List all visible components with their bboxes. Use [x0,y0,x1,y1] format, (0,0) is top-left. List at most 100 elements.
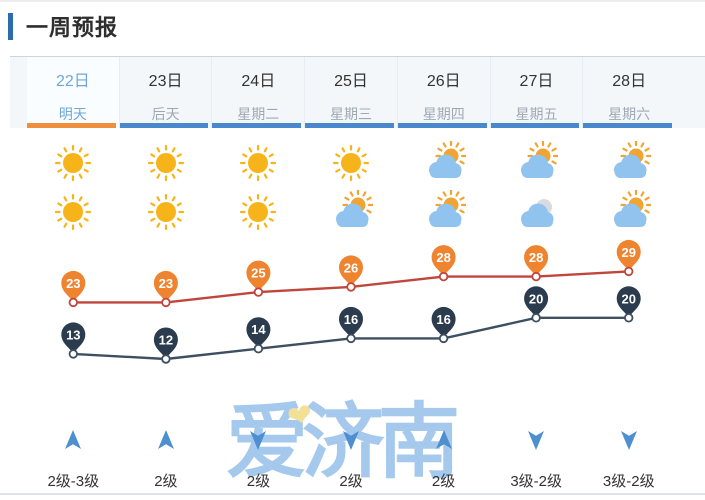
partly-cloudy-icon [613,190,651,227]
wind-direction-cell [305,425,398,455]
svg-text:26: 26 [344,260,358,275]
night-weather-icon [490,190,583,234]
tab-date-label: 24日 [241,73,276,90]
day-weather-icon [212,141,305,185]
wind-direction-up-icon [435,430,452,449]
tab-underline [397,123,487,128]
high-temperature-line [73,270,629,304]
day-weather-icon [397,141,490,185]
tab-day-3[interactable]: 24日星期二 [212,57,306,128]
wind-direction-down-icon [250,431,267,450]
tab-date-label: 25日 [334,73,368,90]
tab-week-label: 明天 [58,106,87,122]
wind-direction-cell [397,425,490,455]
watermark-text: 爱济南 [226,397,460,488]
high-temperature-pin: 28 [431,245,456,282]
svg-text:16: 16 [436,312,450,327]
day-weather-icon [305,141,398,185]
high-temperature-pin: 23 [61,270,86,308]
wind-direction-cell [212,425,305,455]
wind-direction-cell [582,425,675,455]
night-weather-icon [27,190,120,234]
tab-week-label: 星期二 [237,106,280,122]
divider [0,0,705,2]
tab-date-label: 26日 [426,73,461,90]
wind-level-label: 3级-2级 [510,472,563,490]
tab-day-6[interactable]: 27日星期五 [490,57,584,128]
day-weather-icon [120,141,213,185]
day-weather-icon [490,141,583,185]
partly-cloudy-icon [428,190,466,227]
header: 一周预报 [8,10,118,42]
night-weather-icon [120,190,213,234]
wind-direction-down-icon [343,431,360,450]
wind-level-label: 2级 [339,472,363,490]
tab-underline [27,123,116,128]
tab-day-1[interactable]: 22日明天 [27,57,120,128]
wind-direction-row [27,425,675,455]
sunny-icon [147,193,184,231]
day-tab-strip: 22日 明天 23日 后天 24日 星期二 25日 星期三 26日 星期四 27日 星期五 28日 星期六 [10,57,705,128]
wind-direction-cell [27,425,120,455]
night-weather-icon [212,190,305,234]
svg-text:13: 13 [66,327,80,342]
day-weather-icon [27,141,120,185]
high-temperature-pin: 23 [153,270,178,308]
night-weather-icon-row [27,190,675,234]
tab-day-5[interactable]: 26日星期四 [397,57,491,128]
tab-day-7[interactable]: 28日 星期六 [583,57,675,128]
tab-week-label: 星期三 [330,106,373,122]
night-weather-icon [305,190,398,234]
page-title: 一周预报 [26,15,119,40]
wind-level-cell: 2级 [305,470,398,490]
tab-week-label: 星期六 [608,106,651,122]
wind-level-cell: 3级-2级 [490,470,583,490]
svg-text:28: 28 [436,250,450,265]
tab-week-label: 后天 [151,106,180,122]
low-temperature-pin: 20 [616,286,641,323]
low-temperature-pin: 14 [246,317,271,354]
svg-text:23: 23 [159,276,173,291]
wind-direction-down-icon [620,431,637,450]
tab-week-label: 星期四 [422,106,465,122]
svg-text:28: 28 [529,250,543,265]
wind-direction-cell [490,425,583,455]
tab-day-4[interactable]: 25日星期三 [305,57,398,128]
tab-underline [305,123,394,128]
svg-text:23: 23 [66,276,80,291]
svg-text:20: 20 [621,291,635,306]
sunny-icon [55,193,92,231]
night-weather-icon [582,190,675,234]
svg-text:25: 25 [251,266,265,281]
wind-direction-cell [120,425,213,455]
wind-level-label: 2级 [154,472,178,490]
day-weather-icon [582,141,675,185]
low-temperature-pin: 12 [153,327,178,364]
tab-underline [119,123,209,128]
sunny-icon [240,144,277,182]
tab-day-2[interactable]: 23日 后天 [119,57,213,128]
wind-level-cell: 3级-2级 [582,470,675,490]
wind-level-label: 2级-3级 [47,472,100,490]
svg-text:29: 29 [621,245,635,260]
sunny-icon [240,193,277,231]
wind-level-label: 3级-2级 [602,472,655,490]
wind-direction-up-icon [65,430,82,449]
high-temperature-pin: 26 [339,255,363,292]
tab-underline [212,123,302,128]
high-temperature-pin: 29 [616,239,641,277]
tab-date-label: 27日 [519,73,554,90]
tab-week-label: 星期五 [515,106,558,122]
tab-date-label: 22日 [55,73,90,90]
svg-text:20: 20 [529,291,543,306]
divider [0,493,705,495]
wind-level-cell: 2级-3级 [27,470,120,490]
low-temperature-pin: 20 [524,286,549,323]
header-accent-bar [8,12,13,40]
partly-cloudy-icon [428,141,466,178]
wind-level-cell: 2级 [120,470,213,490]
wind-level-row: 2级-3级 2级 2级 2级 2级 3级-2级 3级-2级 [27,470,675,490]
partly-cloudy-icon [613,141,651,178]
sunny-icon [332,144,370,182]
high-temperature-pin: 25 [246,260,271,297]
